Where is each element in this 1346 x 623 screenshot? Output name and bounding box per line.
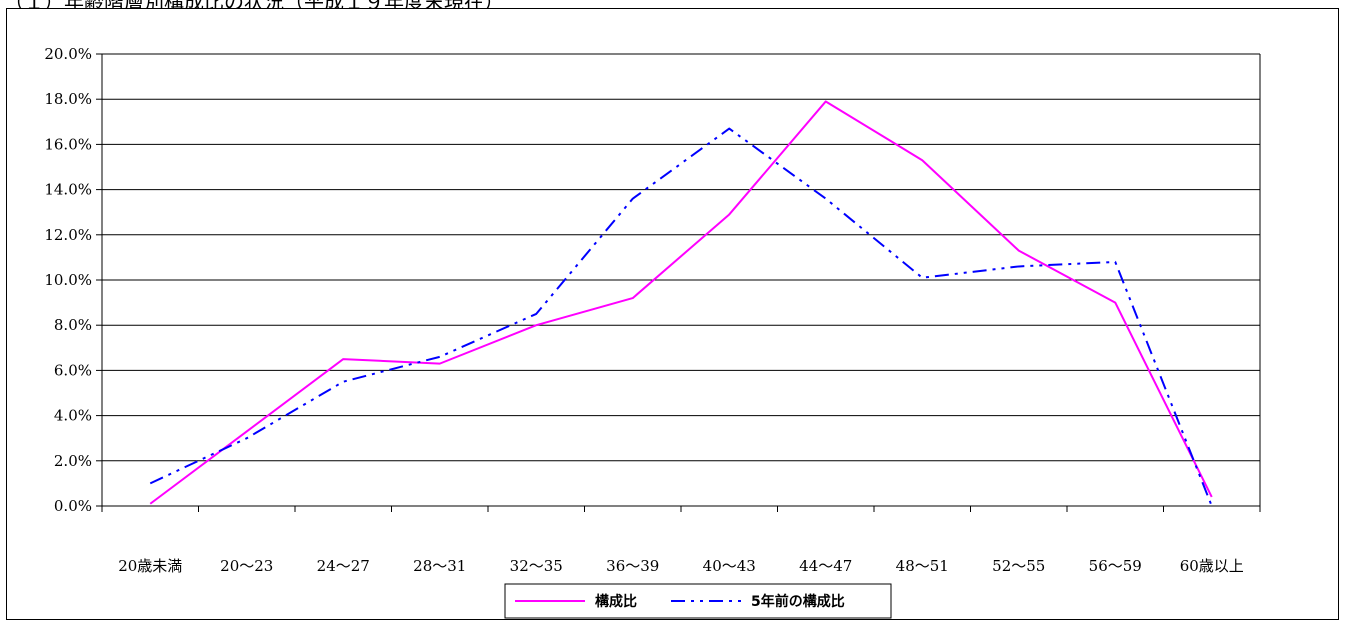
y-tick-label: 6.0% bbox=[54, 361, 92, 379]
legend: 構成比 5年前の構成比 bbox=[504, 583, 892, 619]
y-tick-label: 12.0% bbox=[44, 226, 92, 244]
y-tick-label: 10.0% bbox=[44, 271, 92, 289]
axes bbox=[96, 53, 1261, 512]
x-tick-label: 28～31 bbox=[413, 557, 466, 575]
y-tick-label: 0.0% bbox=[54, 497, 92, 515]
y-tick-label: 18.0% bbox=[44, 90, 92, 108]
y-tick-label: 16.0% bbox=[44, 135, 92, 153]
legend-label-series-1: 構成比 bbox=[595, 593, 637, 610]
x-tick-label: 20歳未満 bbox=[118, 557, 182, 575]
series-lines bbox=[149, 100, 1213, 507]
y-tick-label: 8.0% bbox=[54, 316, 92, 334]
top-caption: （１）年齢階層別構成比の状況（平成１９年度末現在） bbox=[4, 0, 504, 8]
x-tick-label: 32～35 bbox=[510, 557, 563, 575]
y-tick-labels: 0.0% 2.0% 4.0% 6.0% 8.0% 10.0% 12.0% 14.0% 16.0%… bbox=[44, 45, 92, 515]
x-tick-label: 40～43 bbox=[703, 557, 756, 575]
x-tick-label: 60歳以上 bbox=[1180, 557, 1244, 575]
y-tick-label: 4.0% bbox=[54, 407, 92, 425]
x-tick-label: 48～51 bbox=[896, 557, 949, 575]
series-line-1 bbox=[149, 100, 1213, 505]
x-tick-label: 24～27 bbox=[317, 557, 370, 575]
y-tick-label: 20.0% bbox=[44, 45, 92, 63]
x-tick-labels: 20歳未満 20～23 24～27 28～31 32～35 36～39 40～43 44～47… bbox=[118, 557, 1244, 575]
series-line-2 bbox=[149, 127, 1213, 507]
y-tick-label: 14.0% bbox=[44, 181, 92, 199]
x-tick-label: 52～55 bbox=[992, 557, 1045, 575]
x-tick-label: 36～39 bbox=[606, 557, 659, 575]
x-tick-label: 20～23 bbox=[220, 557, 273, 575]
gridlines bbox=[102, 53, 1260, 507]
y-tick-label: 2.0% bbox=[54, 452, 92, 470]
legend-label-series-2: 5年前の構成比 bbox=[751, 593, 845, 610]
x-tick-label: 56～59 bbox=[1089, 557, 1142, 575]
chart-frame: 0.0% 2.0% 4.0% 6.0% 8.0% 10.0% 12.0% 14.0% 16.0%… bbox=[6, 8, 1339, 620]
x-tick-label: 44～47 bbox=[799, 557, 852, 575]
top-caption-strip: （１）年齢階層別構成比の状況（平成１９年度末現在） bbox=[0, 0, 1346, 8]
line-chart: 0.0% 2.0% 4.0% 6.0% 8.0% 10.0% 12.0% 14.0% 16.0%… bbox=[44, 45, 1261, 619]
